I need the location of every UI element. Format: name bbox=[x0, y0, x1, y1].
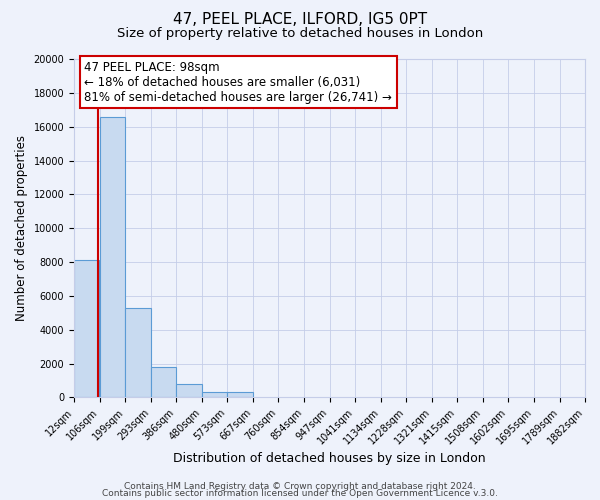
Y-axis label: Number of detached properties: Number of detached properties bbox=[15, 135, 28, 321]
Text: 47 PEEL PLACE: 98sqm
← 18% of detached houses are smaller (6,031)
81% of semi-de: 47 PEEL PLACE: 98sqm ← 18% of detached h… bbox=[84, 60, 392, 104]
Bar bbox=[176, 384, 202, 398]
Bar bbox=[100, 116, 125, 398]
X-axis label: Distribution of detached houses by size in London: Distribution of detached houses by size … bbox=[173, 452, 486, 465]
Bar bbox=[151, 367, 176, 398]
Bar bbox=[74, 260, 100, 398]
Text: 47, PEEL PLACE, ILFORD, IG5 0PT: 47, PEEL PLACE, ILFORD, IG5 0PT bbox=[173, 12, 427, 28]
Bar bbox=[125, 308, 151, 398]
Text: Contains public sector information licensed under the Open Government Licence v.: Contains public sector information licen… bbox=[102, 490, 498, 498]
Text: Contains HM Land Registry data © Crown copyright and database right 2024.: Contains HM Land Registry data © Crown c… bbox=[124, 482, 476, 491]
Bar bbox=[227, 392, 253, 398]
Bar bbox=[202, 392, 227, 398]
Text: Size of property relative to detached houses in London: Size of property relative to detached ho… bbox=[117, 28, 483, 40]
